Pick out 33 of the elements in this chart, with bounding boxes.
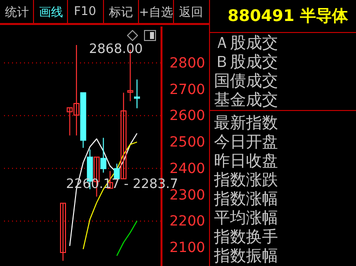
text: Ａ股成交 xyxy=(214,33,278,52)
text: 880491 半导体 xyxy=(228,6,348,27)
y-tick-label: 2600 xyxy=(170,108,206,124)
y-tick-label: 2200 xyxy=(170,214,206,230)
text: 国债成交 xyxy=(214,71,278,90)
candlestick xyxy=(120,92,127,180)
text: 画线 xyxy=(38,4,64,21)
y-tick-label: 2500 xyxy=(170,134,206,151)
y-tick-label: 2800 xyxy=(170,55,206,72)
text: 返回 xyxy=(178,4,204,21)
text: 指数涨幅 xyxy=(214,189,278,208)
text: 指数振幅 xyxy=(214,246,278,265)
text: 统计 xyxy=(4,4,30,21)
text: 今日开盘 xyxy=(214,132,278,151)
text: 指数换手 xyxy=(214,227,278,246)
text: 基金成交 xyxy=(214,90,278,109)
candlestick xyxy=(60,202,66,262)
text: 指数涨跌 xyxy=(214,170,278,189)
y-tick-label: 2400 xyxy=(170,160,206,177)
text: +自选 xyxy=(139,4,174,21)
candlestick xyxy=(114,163,120,180)
text: 最新指数 xyxy=(214,113,278,132)
text: 平均涨幅 xyxy=(214,208,278,227)
text: 昨日收盘 xyxy=(214,151,278,170)
y-tick-label: 2100 xyxy=(170,240,206,256)
text: F10 xyxy=(72,4,98,18)
candlestick xyxy=(134,79,140,109)
annotation: 2868.00 xyxy=(89,42,143,57)
text: Ｂ股成交 xyxy=(214,52,278,71)
candlestick xyxy=(100,137,106,174)
y-tick-label: 2700 xyxy=(170,82,206,98)
text: 标记 xyxy=(108,4,134,21)
line-series xyxy=(116,220,138,256)
